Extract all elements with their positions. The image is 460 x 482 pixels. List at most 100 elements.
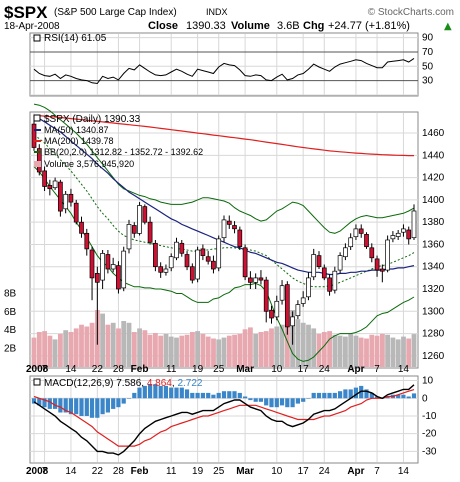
volume-bar [84,326,90,367]
macd-legend-v1: 7.586 [116,378,141,389]
macd-histogram-bar [316,392,322,399]
volume-bar [36,332,42,367]
macd-histogram-bar [105,398,110,413]
price-tick-label: 1320 [422,284,445,295]
volume-value: 3.6B [277,20,300,32]
volume-bar [168,336,174,367]
candle-body [332,270,338,291]
macd-histogram-bar [411,393,417,399]
candle-body [395,232,401,237]
macd-histogram-bar [216,392,221,399]
symbol-title: $SPX [4,3,48,22]
volume-bar [401,336,406,367]
candle-body [168,256,174,269]
macd-histogram-bar [142,385,147,399]
candle-body [89,249,95,279]
rsi-tick-label: 30 [422,76,434,87]
candle-body [316,255,322,268]
candle-body [174,241,179,259]
macd-tick-label: 10 [422,376,434,387]
x-tick-label: 22 [92,364,104,375]
x-tick-label: 10 [271,466,283,477]
macd-histogram-bar [132,392,137,399]
macd-histogram-bar [163,385,168,399]
macd-histogram-bar [248,398,253,401]
macd-histogram-bar [190,392,195,399]
stockcharts-logo[interactable]: © StockCharts.com [368,7,454,18]
volume-bar [380,333,385,367]
volume-bar [184,334,190,367]
svg-text:MACD(12,26,9) 7.586, 4.864, 2.: MACD(12,26,9) 7.586, 4.864, 2.722 [44,378,203,389]
rsi-legend: RSI(14) 61.05 [33,33,107,44]
volume-bar [79,324,84,367]
macd-histogram-bar [195,392,200,399]
candle-body [121,250,127,289]
macd-histogram-bar [184,389,190,399]
volume-bar [110,322,116,367]
x-tick-label: 10 [271,364,283,375]
macd-histogram-bar [211,394,216,399]
price-tick-label: 1260 [422,351,445,362]
candle-body [137,205,142,234]
macd-histogram-bar [306,398,311,399]
macd-histogram-bar [327,392,332,399]
volume-bar [31,337,37,367]
macd-histogram-bar [285,398,290,408]
volume-bar [121,321,127,367]
volume-bar [200,333,206,367]
price-tick-label: 1360 [422,239,445,250]
up-arrow-icon: ▲ [444,21,452,32]
volume-bar [237,333,243,367]
price-tick-label: 1340 [422,262,445,273]
macd-histogram-bar [338,391,343,399]
candle-body [364,234,369,248]
x-tick-label: 14 [398,466,410,477]
volume-bar [269,328,274,367]
volume-bar [226,335,232,367]
x-tick-label: 22 [92,466,104,477]
candle-body [274,300,280,318]
x-tick-label: Mar [236,466,254,477]
volume-bar [131,332,137,367]
macd-histogram-bar [63,398,68,413]
candle-body [221,219,227,239]
macd-histogram-bar [95,398,100,418]
volume-bar [327,331,332,367]
x-tick-label: 14 [398,364,410,375]
macd-histogram-bar [53,398,58,409]
candle-body [116,265,121,290]
macd-histogram-bar [148,384,153,399]
ma200-legend-text: MA(200) 1439.78 [44,136,114,146]
chg-value: +24.77 (+1.81%) [328,20,410,32]
macd-histogram-bar [332,392,337,399]
volume-bar [242,329,248,367]
candle-body [290,316,295,327]
macd-histogram-bar [311,392,316,399]
candle-body [284,284,290,328]
candle-body [216,238,222,269]
candle-body [385,239,390,271]
volume-bar [147,334,153,367]
candle-body [189,266,195,281]
x-tick-label: 25 [213,466,225,477]
volume-bar [179,335,185,367]
macd-histogram-bar [343,389,348,399]
candle-body [68,193,74,203]
price-legend-text: $SPX (Daily) 1390.33 [44,114,141,125]
axis-labels: 1260 1280 1300 1320 1340 1360 1380 1400 1420 1440… [4,33,445,477]
volume-bar [137,328,142,367]
volume-tick-label: 4B [4,325,17,336]
volume-bar [232,334,237,367]
macd-histogram-bar [116,398,121,408]
candle-body [337,255,343,271]
macd-histogram-bar [47,398,52,409]
volume-bar [369,334,375,367]
x-tick-label: 2008 [26,466,49,477]
candle-body [31,123,37,148]
candle-body [353,228,359,238]
grid-lines [30,34,418,462]
price-tick-label: 1380 [422,217,445,228]
macd-histogram-bar [348,389,353,399]
candle-body [79,221,84,234]
candle-body [232,225,237,230]
